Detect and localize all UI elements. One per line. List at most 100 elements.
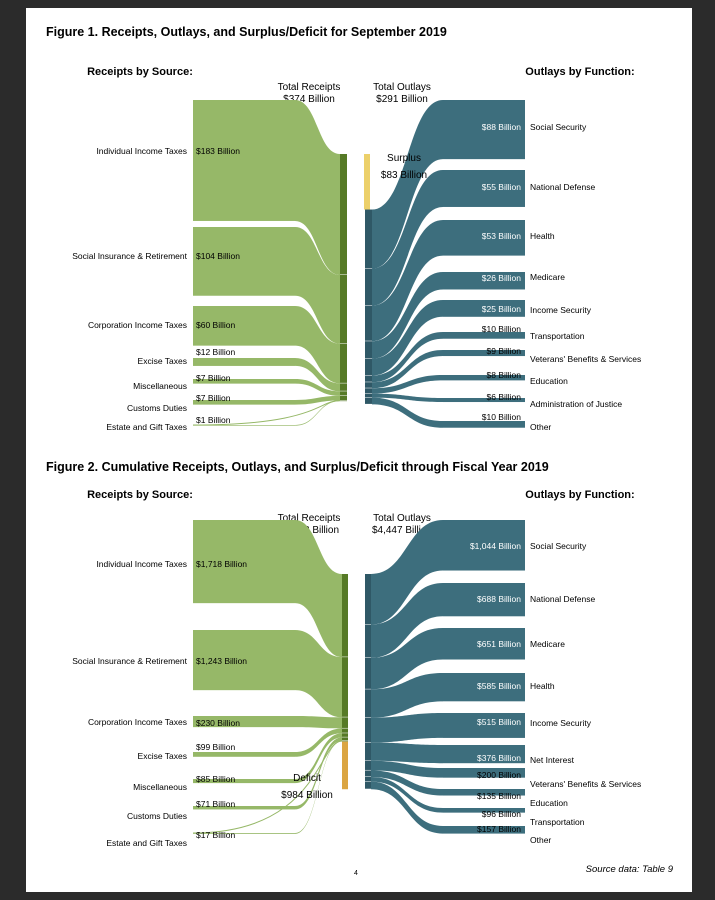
fig2-outlay-label: Transportation [530,817,585,827]
fig1-outlay-bar-segment [365,358,372,376]
fig2-receipt-label: Customs Duties [127,811,187,821]
fig1-outlay-label: Social Security [530,122,587,132]
fig1-outlay-flow [372,300,443,376]
fig1-outlay-band [443,350,525,357]
fig1-outlay-band [443,332,525,339]
fig1-receipt-label: Customs Duties [127,403,187,413]
fig2-receipt-value: $230 Billion [196,718,240,728]
fig2-outlay-flow [371,673,443,718]
fig2-receipt-flow [295,733,342,784]
fig1-receipt-band [193,358,295,366]
fig1-receipt-bar-segment [340,343,347,383]
fig2-outlay-value: $585 Billion [477,681,521,691]
fig1-outlay-value: $10 Billion [482,412,521,422]
fig1-receipt-band [193,306,295,346]
fig1-outlay-value: $26 Billion [482,273,521,283]
fig1-outlay-band [443,300,525,317]
fig1-total-receipts-label: Total Receipts [278,82,341,93]
fig2-outlay-value: $651 Billion [477,639,521,649]
fig2-outlay-flow [371,770,443,796]
fig1-outlay-bar-segment [365,382,372,388]
fig2-outlay-flow [371,781,443,834]
fig2-receipt-flow [295,716,342,729]
fig2-outlay-value: $688 Billion [477,594,521,604]
fig2-receipt-value: $1,243 Billion [196,656,247,666]
fig1-receipt-label: Miscellaneous [133,381,187,391]
fig1-receipt-flow [295,227,340,344]
fig1-receipt-bar-segment [340,395,347,401]
fig2-outlay-flow [371,742,443,764]
fig2-receipt-band [193,752,295,757]
fig1-receipt-value: $104 Billion [196,251,240,261]
fig2-receipt-label: Miscellaneous [133,782,187,792]
fig2-outlay-value: $200 Billion [477,770,521,780]
fig2-total-receipts-label: Total Receipts [278,513,341,524]
fig1-outlay-label: Transportation [530,331,585,341]
fig2-outlay-band [443,826,525,834]
fig1-receipts-heading: Receipts by Source: [87,66,193,78]
fig1-outlay-band [443,398,525,403]
fig2-receipt-bar-segment [342,574,348,657]
fig2-outlay-bar-segment [365,717,371,743]
fig1-receipt-value: $183 Billion [196,146,240,156]
fig2-outlay-value: $1,044 Billion [470,541,521,551]
fig2-outlay-bar-segment [365,657,371,689]
fig2-receipt-label: Individual Income Taxes [96,559,187,569]
fig1-receipt-label: Individual Income Taxes [96,146,187,156]
fig1-receipt-band [193,227,295,296]
fig2-receipt-value: $99 Billion [196,742,235,752]
fig2-balance-value: $984 Billion [281,790,333,801]
fig1-receipt-value: $7 Billion [196,393,231,403]
fig2-outlay-band [443,789,525,796]
fig1-outlay-flow [372,397,443,428]
fig1-outlay-label: Education [530,376,568,386]
fig2-receipt-bar-segment [342,728,348,733]
fig1-outlay-value: $53 Billion [482,231,521,241]
fig2-outlay-band [443,808,525,813]
fig2-outlay-value: $157 Billion [477,824,521,834]
fig2-receipt-label: Social Insurance & Retirement [72,656,187,666]
fig1-outlay-flow [372,100,443,269]
fig2-outlay-flow [371,760,443,778]
fig2-balance-label: Deficit [293,773,321,784]
fig2-outlay-bar-segment [365,770,371,777]
fig2-outlay-bar-segment [365,781,371,789]
fig1-outlay-flow [372,220,443,342]
fig1-outlay-value: $8 Billion [487,370,522,380]
fig1-outlay-value: $9 Billion [487,346,522,356]
fig1-outlay-label: Administration of Justice [530,399,622,409]
fig2-outlay-bar-segment [365,624,371,658]
fig1-outlay-flow [372,170,443,306]
fig1-total-outlays-label: Total Outlays [373,82,431,93]
fig2-outlay-label: Medicare [530,639,565,649]
fig2-outlays-heading: Outlays by Function: [525,489,634,501]
fig2-outlay-bar-segment [365,742,371,761]
fig2-receipt-flow [295,630,342,718]
fig1-outlay-value: $55 Billion [482,182,521,192]
fig1-receipt-band [193,379,295,384]
fig2-outlay-flow [371,520,443,625]
fig1-outlay-band [443,170,525,207]
fig2-outlay-bar-segment [365,776,371,782]
fig2-receipt-value: $71 Billion [196,799,235,809]
fig2-receipt-flow [295,737,342,810]
fig2-receipt-label: Excise Taxes [138,751,187,761]
fig2-outlay-label: Income Security [530,718,592,728]
fig1-receipt-value: $1 Billion [196,415,231,425]
fig2-total-outlays-value: $4,447 Billion [372,525,432,536]
fig1-receipt-band [193,400,295,405]
fig1-balance-label: Surplus [387,153,421,164]
fig1-outlay-value: $25 Billion [482,304,521,314]
fig1-receipt-bar-segment [340,391,347,396]
fig1-receipt-flow [295,395,340,405]
fig1-outlay-label: Income Security [530,305,592,315]
fig2-outlay-bar-segment [365,574,371,625]
fig2-outlay-label: Health [530,681,555,691]
fig2-receipt-bar-segment [342,733,348,737]
fig2-receipt-band [193,630,295,691]
fig1-receipt-band [193,425,295,426]
fig1-outlay-band [443,421,525,428]
